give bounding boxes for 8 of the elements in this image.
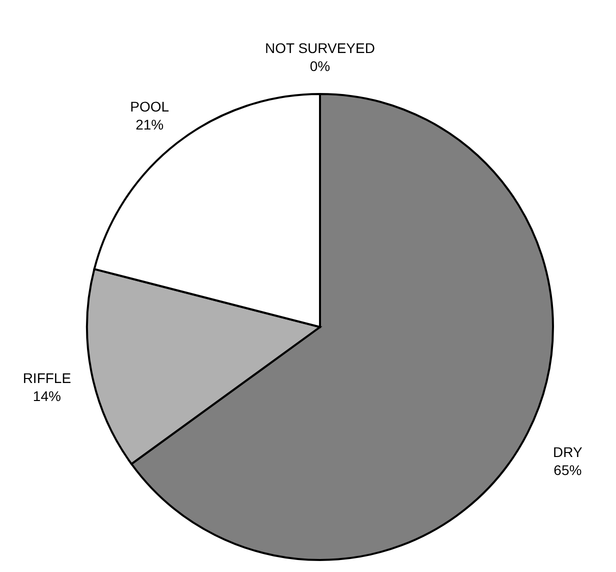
data-label: 65% [554, 462, 582, 478]
slice-label: RIFFLE [22, 370, 72, 386]
slice-label: DRY [553, 444, 584, 460]
data-label: 14% [32, 388, 61, 404]
data-label: 21% [136, 116, 164, 132]
text: 0% [310, 58, 330, 74]
slice-label: POOL [130, 98, 170, 114]
category-label: NOT SURVEYED [265, 40, 375, 56]
